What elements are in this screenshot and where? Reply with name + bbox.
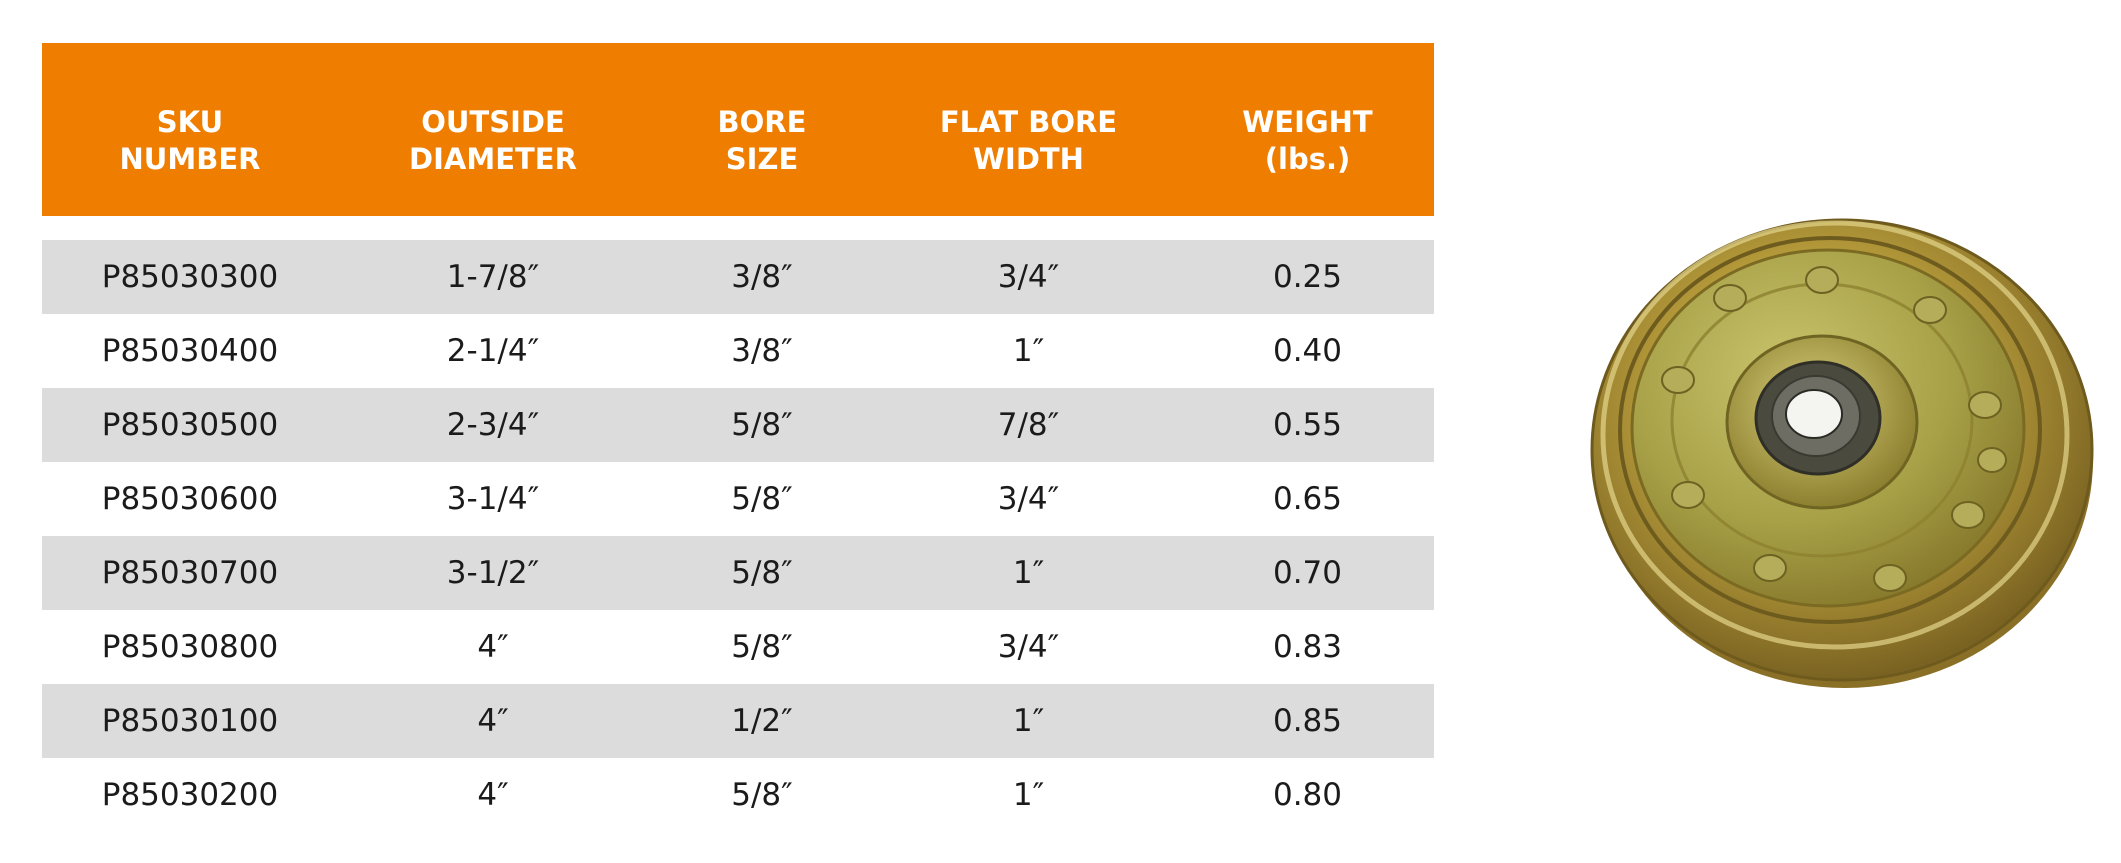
table-row: P85030200 4″ 5/8″ 1″ 0.80 [42,758,1434,832]
cell-weight: 0.83 [1272,629,1343,665]
cell-sku-number: P85030100 [101,703,279,739]
cell-bore-size: 5/8″ [731,407,793,443]
header-sku-number: SKU NUMBER [119,104,261,176]
cell-bore-size: 5/8″ [731,481,793,517]
table-row: P85030500 2-3/4″ 5/8″ 7/8″ 0.55 [42,388,1434,462]
cell-bore-size: 5/8″ [731,629,793,665]
cell-outside-diameter: 2-3/4″ [446,407,540,443]
table-row: P85030600 3-1/4″ 5/8″ 3/4″ 0.65 [42,462,1434,536]
header-weight: WEIGHT (lbs.) [1242,104,1373,176]
cell-flat-bore-width: 3/4″ [997,481,1060,517]
cell-sku-number: P85030200 [101,777,279,813]
table-row: P85030300 1-7/8″ 3/8″ 3/4″ 0.25 [42,240,1434,314]
cell-outside-diameter: 4″ [477,703,509,739]
cell-weight: 0.40 [1272,333,1343,369]
pulley-bore [1785,389,1843,439]
cell-flat-bore-width: 1″ [1012,555,1045,591]
cell-flat-bore-width: 1″ [1012,777,1045,813]
cell-outside-diameter: 4″ [477,629,509,665]
table-row: P85030800 4″ 5/8″ 3/4″ 0.83 [42,610,1434,684]
cell-flat-bore-width: 7/8″ [997,407,1060,443]
cell-outside-diameter: 3-1/2″ [446,555,540,591]
pulley-icon [1590,218,2094,688]
cell-bore-size: 5/8″ [731,777,793,813]
cell-sku-number: P85030300 [101,259,279,295]
cell-sku-number: P85030700 [101,555,279,591]
cell-sku-number: P85030600 [101,481,279,517]
cell-bore-size: 1/2″ [731,703,793,739]
cell-bore-size: 3/8″ [731,333,793,369]
cell-outside-diameter: 3-1/4″ [446,481,540,517]
header-outside-diameter: OUTSIDE DIAMETER [409,104,577,176]
cell-weight: 0.85 [1272,703,1343,739]
cell-outside-diameter: 2-1/4″ [446,333,540,369]
pulley-rivets [1661,266,2007,592]
header-gap [42,216,1434,240]
cell-bore-size: 3/8″ [731,259,793,295]
table-row: P85030700 3-1/2″ 5/8″ 1″ 0.70 [42,536,1434,610]
cell-weight: 0.80 [1272,777,1343,813]
cell-sku-number: P85030400 [101,333,279,369]
header-flat-bore-width: FLAT BORE WIDTH [939,104,1118,176]
cell-bore-size: 5/8″ [731,555,793,591]
table-row: P85030400 2-1/4″ 3/8″ 1″ 0.40 [42,314,1434,388]
table-row: P85030100 4″ 1/2″ 1″ 0.85 [42,684,1434,758]
cell-weight: 0.70 [1272,555,1343,591]
cell-flat-bore-width: 3/4″ [997,259,1060,295]
table-header: SKU NUMBER OUTSIDE DIAMETER BORE SIZE FL… [42,43,1434,216]
cell-sku-number: P85030800 [101,629,279,665]
table-body: P85030300 1-7/8″ 3/8″ 3/4″ 0.25 P85030400 2-1/… [42,240,1434,832]
cell-weight: 0.55 [1272,407,1343,443]
cell-flat-bore-width: 1″ [1012,333,1045,369]
cell-flat-bore-width: 1″ [1012,703,1045,739]
cell-weight: 0.65 [1272,481,1343,517]
cell-sku-number: P85030500 [101,407,279,443]
header-bore-size: BORE SIZE [717,104,807,176]
cell-outside-diameter: 4″ [477,777,509,813]
cell-flat-bore-width: 3/4″ [997,629,1060,665]
cell-outside-diameter: 1-7/8″ [446,259,540,295]
cell-weight: 0.25 [1272,259,1343,295]
spec-table: SKU NUMBER OUTSIDE DIAMETER BORE SIZE FL… [42,43,1434,832]
